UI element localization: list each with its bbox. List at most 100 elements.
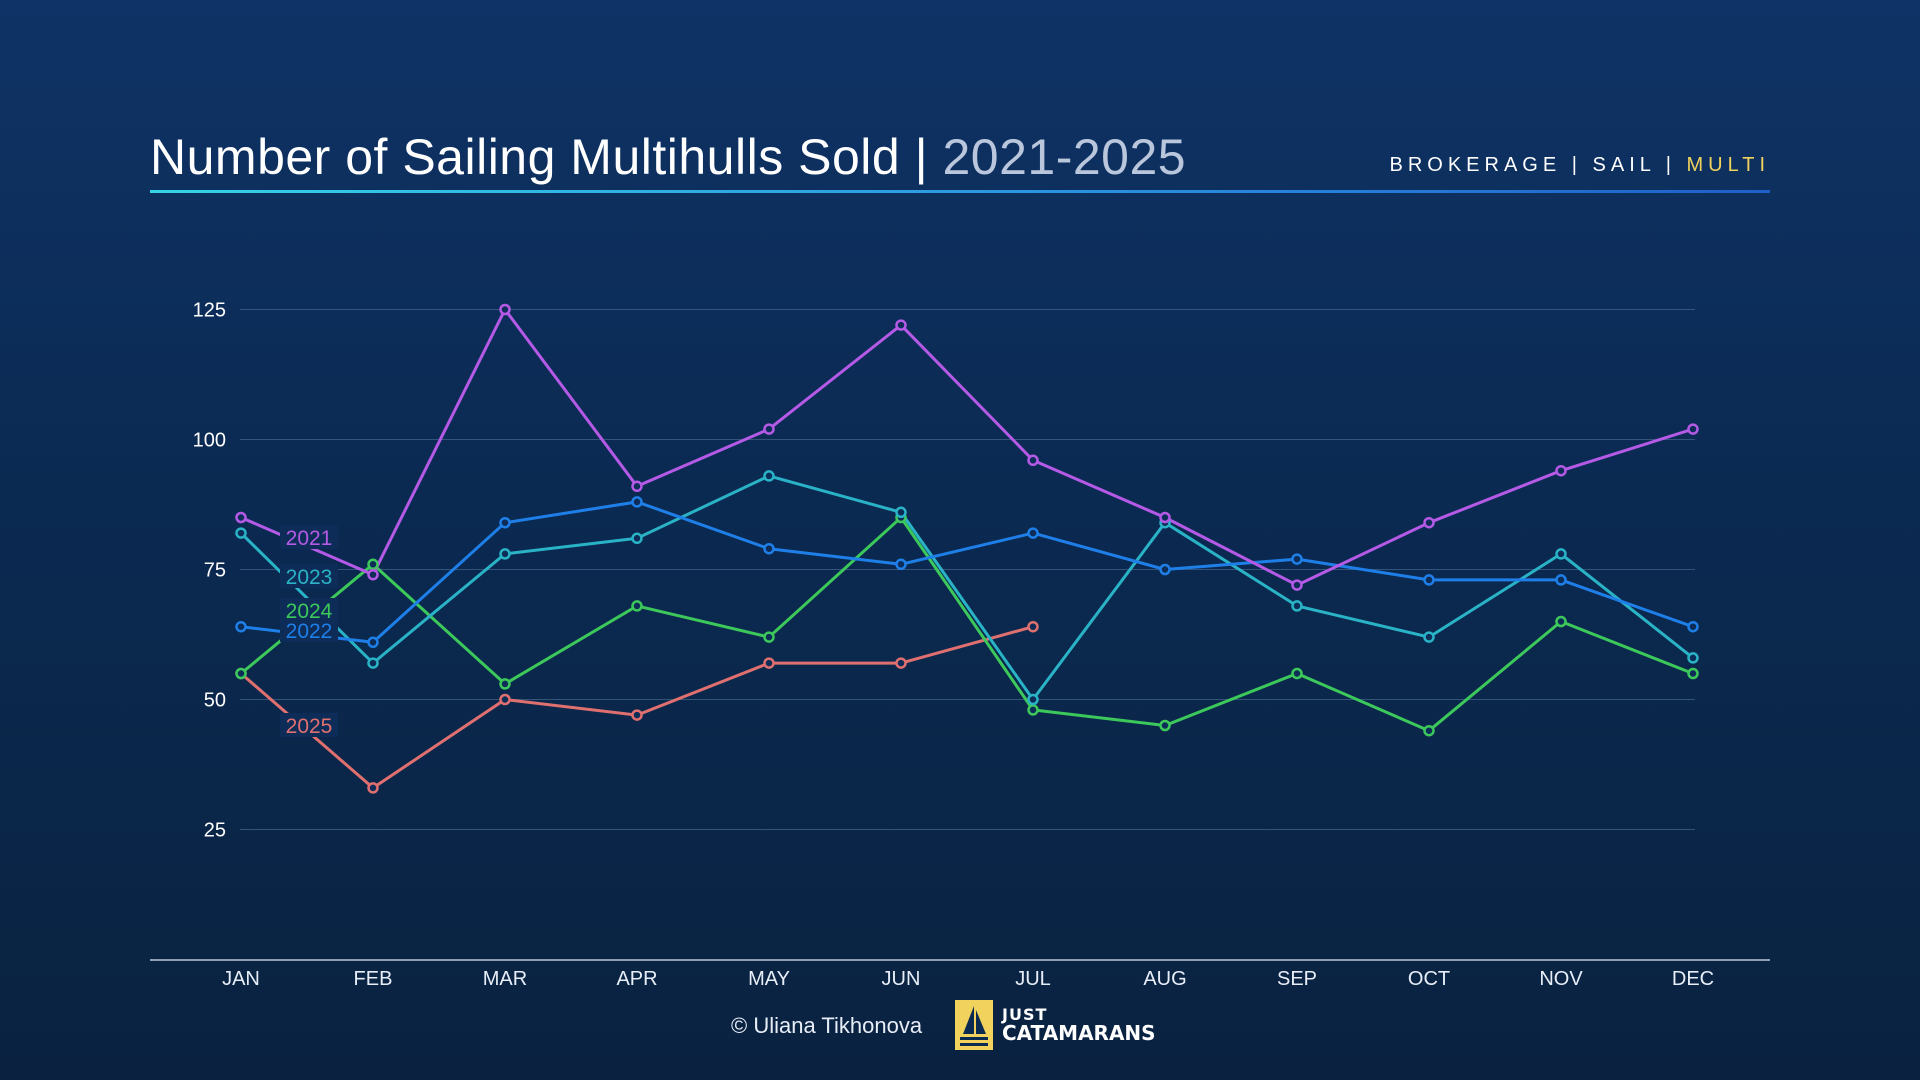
legend-label-2025: 2025 <box>286 715 333 738</box>
data-point-2022 <box>895 558 907 571</box>
copyright-text: © Uliana Tikhonova <box>731 1013 923 1038</box>
data-point-2024 <box>1423 724 1435 737</box>
tag-separator: | <box>1665 154 1676 176</box>
footer: © Uliana Tikhonova JUST CATAMARANS <box>0 1000 1920 1060</box>
data-point-2023 <box>235 527 247 539</box>
x-tick-label: MAR <box>483 968 527 990</box>
data-point-2021 <box>895 319 907 331</box>
data-point-2022 <box>1291 553 1303 565</box>
data-point-2024 <box>367 558 379 571</box>
data-point-2021 <box>1291 579 1303 591</box>
data-point-2024 <box>1687 667 1699 680</box>
data-point-2021 <box>1423 516 1435 529</box>
logo-line2: CATAMARANS <box>1002 1021 1156 1045</box>
tag-brokerage: BROKERAGE <box>1389 154 1562 176</box>
data-point-2023 <box>1423 631 1435 643</box>
data-point-2022 <box>1687 620 1699 633</box>
legend-label-2023: 2023 <box>286 566 333 589</box>
data-point-2025 <box>499 693 511 706</box>
y-tick-label: 75 <box>204 560 226 582</box>
y-tick-label: 25 <box>204 820 226 842</box>
data-point-2021 <box>367 568 379 581</box>
legend-label-2024: 2024 <box>286 600 333 623</box>
data-point-2025 <box>367 782 379 794</box>
data-point-2022 <box>367 636 379 649</box>
data-point-2025 <box>763 657 775 669</box>
title-text: Number of Sailing Multihulls Sold <box>150 129 901 185</box>
data-point-2021 <box>1687 423 1699 435</box>
y-tick-label: 125 <box>193 300 226 322</box>
data-point-2024 <box>1159 719 1171 732</box>
series-line-2023 <box>239 474 1694 701</box>
series-line-2024 <box>240 516 1694 733</box>
data-point-2023 <box>499 548 511 560</box>
data-point-2022 <box>1027 527 1039 539</box>
data-point-2021 <box>235 511 247 524</box>
line-chart: 25 50 75 100 125 JAN FEB MAR APR MAY JUN JUL AUG SEP O… <box>150 300 1770 990</box>
legend-label-bg <box>280 713 338 737</box>
data-point-2022 <box>1159 563 1171 576</box>
tag-multi: MULTI <box>1686 154 1770 176</box>
tag-separator: | <box>1571 154 1582 176</box>
series-line-2021 <box>240 308 1694 587</box>
data-point-2023 <box>1027 693 1039 706</box>
title-separator: | <box>914 129 929 185</box>
title-underline <box>150 190 1770 193</box>
data-point-2023 <box>1555 548 1567 560</box>
data-point-2021 <box>499 303 511 316</box>
data-point-2024 <box>763 631 775 643</box>
x-tick-label: AUG <box>1143 968 1186 990</box>
data-point-2025 <box>631 709 643 721</box>
x-tick-label: APR <box>616 968 657 990</box>
data-point-2024 <box>499 678 511 690</box>
legend-label-bg <box>280 525 338 549</box>
data-point-2022 <box>499 516 511 529</box>
chart-header: Number of Sailing Multihulls Sold | 2021… <box>150 118 1770 198</box>
title-years: 2021-2025 <box>942 129 1187 185</box>
y-tick-label: 50 <box>204 690 226 712</box>
legend-label-2022: 2022 <box>286 620 333 643</box>
data-point-2022 <box>763 542 775 555</box>
data-point-2024 <box>1555 615 1567 628</box>
chart-title: Number of Sailing Multihulls Sold | 2021… <box>150 128 1186 186</box>
data-point-2021 <box>631 480 643 493</box>
sailboat-icon <box>955 1000 993 1050</box>
logo-line1: JUST <box>1002 1005 1048 1024</box>
data-point-2022 <box>1555 574 1567 586</box>
data-point-2024 <box>235 667 247 680</box>
data-point-2021 <box>1159 511 1171 524</box>
brand-logo-text: JUST CATAMARANS <box>1002 1005 1156 1045</box>
x-tick-label: JUN <box>882 968 921 990</box>
data-point-2023 <box>763 470 775 482</box>
x-tick-label: MAY <box>748 968 790 990</box>
data-point-2022 <box>1423 574 1435 586</box>
data-point-2022 <box>631 496 643 508</box>
x-tick-label: NOV <box>1539 968 1583 990</box>
tag-sail: SAIL <box>1592 154 1656 176</box>
legend-label-bg <box>280 598 338 622</box>
data-point-2021 <box>1027 454 1039 467</box>
data-point-2021 <box>1555 464 1567 477</box>
data-point-2023 <box>1291 600 1303 612</box>
data-point-2023 <box>631 532 643 545</box>
data-point-2025 <box>1027 620 1039 633</box>
y-tick-label: 100 <box>193 430 226 452</box>
legend-label-bg <box>280 564 338 588</box>
data-point-2024 <box>1291 667 1303 680</box>
x-tick-label: JAN <box>222 968 260 990</box>
x-tick-label: OCT <box>1408 968 1450 990</box>
data-point-2024 <box>631 600 643 612</box>
series-line-2022 <box>240 500 1694 644</box>
legend-label-2021: 2021 <box>286 527 333 550</box>
data-point-2023 <box>367 657 379 669</box>
data-point-2025 <box>895 657 907 669</box>
x-tick-label: FEB <box>354 968 393 990</box>
data-point-2023 <box>895 506 907 519</box>
category-tags: BROKERAGE | SAIL | MULTI <box>1390 154 1771 177</box>
x-tick-label: DEC <box>1672 968 1714 990</box>
data-point-2021 <box>763 423 775 435</box>
x-tick-label: SEP <box>1277 968 1317 990</box>
data-point-2023 <box>1687 652 1699 664</box>
x-tick-label: JUL <box>1015 968 1051 990</box>
data-point-2024 <box>1027 704 1039 716</box>
